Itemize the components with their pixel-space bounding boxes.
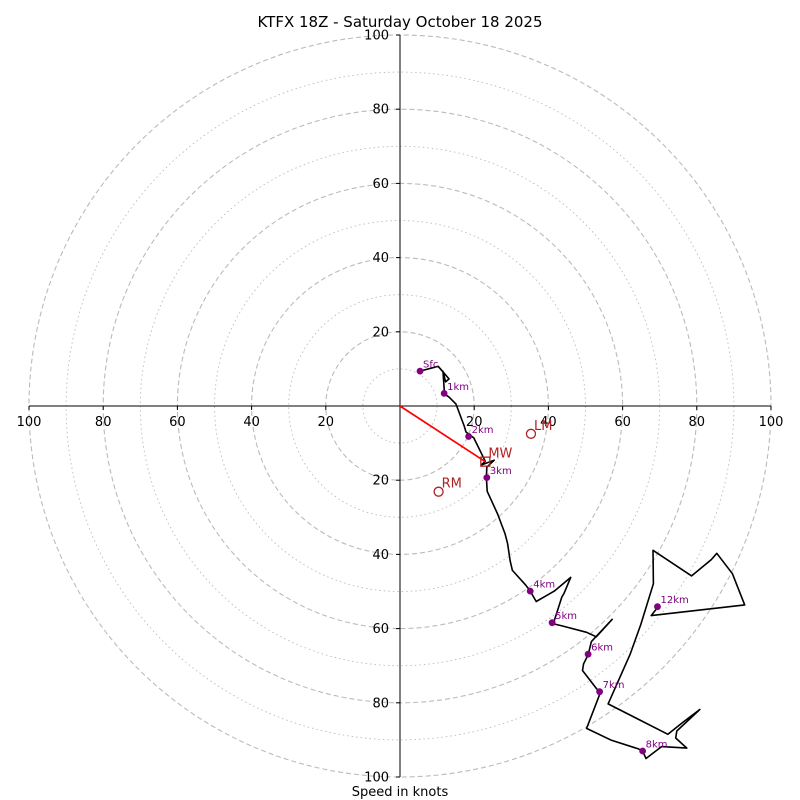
y-tick-label: 40 [372, 548, 389, 563]
x-tick-label: 40 [540, 415, 557, 430]
storm-motion-marker [525, 428, 537, 439]
storm-motion-label: MW [488, 447, 512, 462]
x-axis-label: Speed in knots [352, 785, 449, 800]
height-marker-label: 4km [533, 580, 555, 591]
height-marker-label: 1km [447, 382, 469, 393]
height-marker-label: 5km [555, 611, 577, 622]
x-tick-label: 20 [466, 415, 483, 430]
y-tick-label: 20 [372, 325, 389, 340]
height-marker-point [526, 587, 534, 595]
storm-motion-label: LM [534, 419, 552, 434]
tick-labels: 100 80 60 40 20 20 40 60 80 100 100 80 60 40 20 20 40 60 8… [17, 29, 784, 786]
y-tick-label: 100 [364, 771, 389, 786]
mean-wind-marker [480, 456, 491, 467]
y-tick-label: 20 [372, 474, 389, 489]
height-markers: Sfc 1km 2km 3km 4km 5km 6km 7km 8km 12km [416, 360, 689, 755]
height-marker-label: Sfc [423, 360, 438, 371]
height-marker-point [654, 603, 661, 611]
y-tick-label: 40 [372, 251, 389, 266]
height-marker-point [548, 619, 556, 627]
height-marker-point [596, 688, 603, 696]
y-tick-label: 80 [372, 696, 389, 711]
height-marker-point [416, 367, 424, 375]
height-marker-label: 12km [660, 595, 688, 606]
height-marker-point [639, 747, 647, 755]
x-tick-label: 60 [614, 415, 631, 430]
shear-vector-line [399, 405, 486, 463]
x-tick-label: 20 [318, 415, 335, 430]
x-tick-label: 40 [243, 415, 260, 430]
storm-motion-marker [433, 486, 444, 497]
height-marker-label: 8km [646, 740, 668, 751]
y-tick-label: 60 [372, 622, 389, 637]
y-tick-label: 60 [372, 177, 389, 192]
shear-vector [399, 405, 486, 463]
height-marker-label: 2km [472, 425, 494, 436]
y-tick-label: 80 [372, 103, 389, 118]
x-tick-label: 100 [17, 415, 42, 430]
x-tick-label: 60 [169, 415, 186, 430]
height-marker-point [465, 433, 473, 440]
height-marker-point [584, 650, 592, 658]
height-marker-label: 3km [490, 466, 512, 477]
height-marker-point [440, 389, 448, 397]
x-tick-label: 80 [95, 415, 112, 430]
height-marker-label: 7km [603, 680, 625, 691]
x-tick-label: 80 [689, 415, 706, 430]
x-tick-label: 100 [759, 415, 784, 430]
height-marker-point [483, 474, 491, 482]
chart-title: KTFX 18Z - Saturday October 18 2025 [257, 13, 542, 31]
storm-motion-label: RM [442, 477, 462, 492]
y-tick-label: 100 [364, 29, 389, 44]
storm-motion-markers: LM MW RM [433, 419, 552, 497]
height-marker-label: 6km [591, 643, 613, 654]
